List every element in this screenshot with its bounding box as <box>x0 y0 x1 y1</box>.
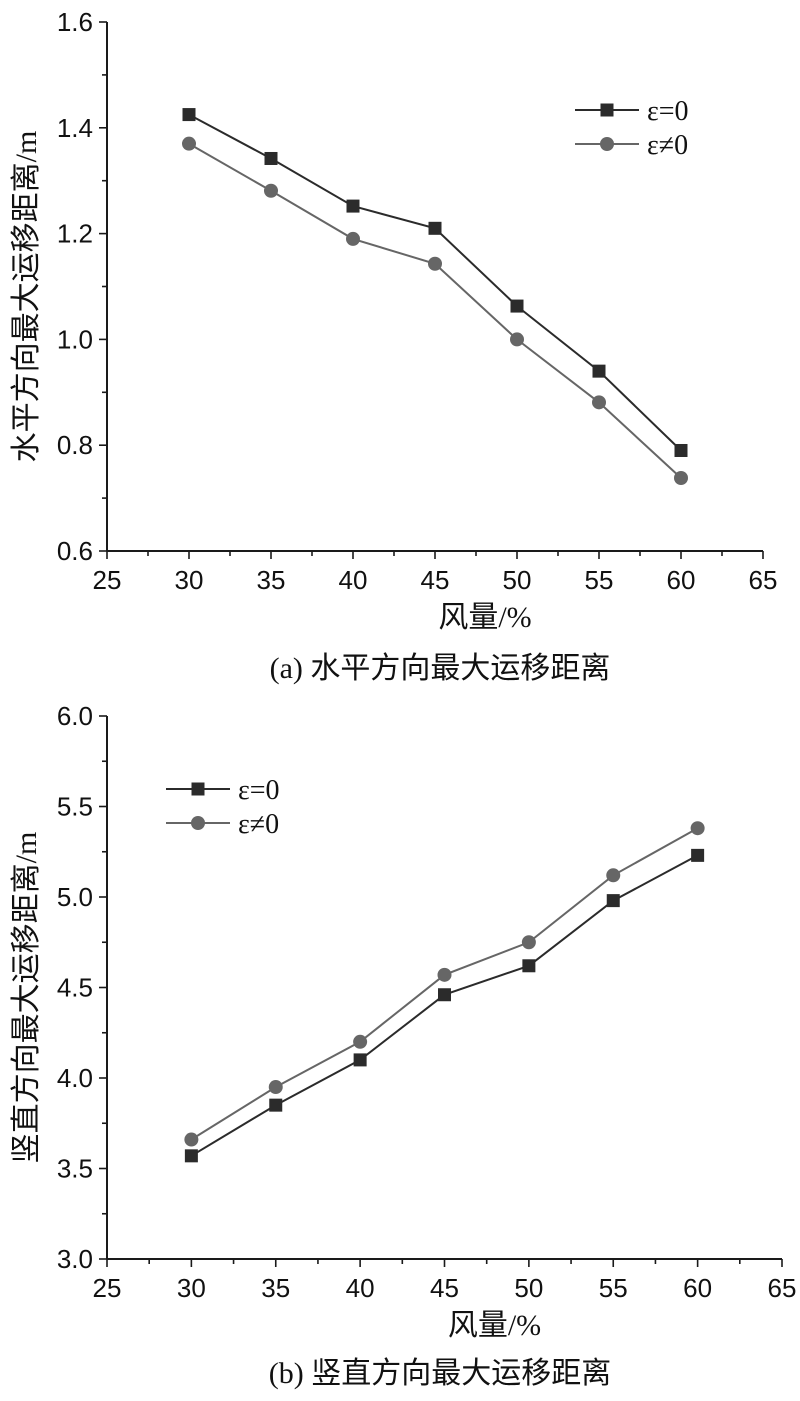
series-line-0 <box>190 854 699 1157</box>
y-tick-label: 3.0 <box>57 1244 93 1274</box>
legend-label-0: ε=0 <box>647 96 689 127</box>
legend-marker-circle <box>600 137 614 151</box>
x-tick-label: 50 <box>514 1273 543 1303</box>
series-line-1 <box>190 827 699 1141</box>
x-tick-label: 60 <box>667 565 696 595</box>
y-tick-label: 6.0 <box>57 701 93 731</box>
y-tick-label: 1.6 <box>57 7 93 37</box>
x-tick-label: 35 <box>261 1273 290 1303</box>
data-point-circle <box>184 1132 199 1147</box>
legend-label-1: ε≠0 <box>238 809 279 840</box>
data-point-circle <box>592 395 606 410</box>
data-point-square <box>606 894 620 908</box>
data-point-circle <box>606 868 621 883</box>
data-point-square <box>438 988 451 1002</box>
data-point-circle <box>268 1080 283 1095</box>
data-point-square <box>346 199 360 213</box>
chart-b-svg: 25 30 35 40 45 50 55 60 65 3.0 3.5 4.0 4.5 5.0 5.5 6.0 风… <box>10 701 797 1390</box>
chart-vertical-distance: 25 30 35 40 45 50 55 60 65 3.0 3.5 4.0 4.5 5.0 5.5 6.0 风… <box>0 700 800 1401</box>
x-axis-title: 风量/% <box>438 601 531 634</box>
x-tick-label: 40 <box>339 565 368 595</box>
data-point-circle <box>428 256 442 271</box>
data-point-square <box>691 848 705 862</box>
data-point-circle <box>346 231 360 246</box>
data-point-square <box>184 1149 198 1163</box>
x-tick-label: 55 <box>585 565 614 595</box>
x-tick-label: 60 <box>683 1273 712 1303</box>
x-tick-label: 40 <box>346 1273 375 1303</box>
y-axis-title: 竖直方向最大运移距离/m <box>10 832 43 1164</box>
x-tick-label: 25 <box>93 565 122 595</box>
chart-horizontal-distance: 25 30 35 40 45 50 55 60 65 0.6 0.8 1.0 1.2 1.4 1.6 风量/%… <box>0 0 800 700</box>
x-tick-label: 30 <box>175 565 204 595</box>
legend-label-0: ε=0 <box>238 775 280 806</box>
data-point-circle <box>674 470 688 485</box>
data-point-square <box>592 364 606 378</box>
x-tick-label: 45 <box>430 1273 459 1303</box>
data-point-square <box>428 221 442 235</box>
x-tick-label: 50 <box>503 565 532 595</box>
series-line-1 <box>188 142 682 479</box>
legend-marker-circle <box>191 816 205 830</box>
y-axis-title: 水平方向最大运移距离/m <box>10 131 43 463</box>
y-tick-label: 1.4 <box>57 113 93 143</box>
y-tick-label: 3.5 <box>57 1154 93 1184</box>
legend-marker-square <box>191 782 205 796</box>
data-point-square <box>353 1053 367 1067</box>
x-tick-label: 35 <box>257 565 286 595</box>
x-tick-label: 65 <box>749 565 778 595</box>
data-point-square <box>674 443 688 457</box>
data-point-square <box>264 151 278 165</box>
y-tick-label: 0.8 <box>57 430 93 460</box>
data-point-circle <box>182 136 196 151</box>
x-tick-label: 45 <box>421 565 450 595</box>
data-point-square <box>522 959 536 973</box>
figure-caption: (a) 水平方向最大运移距离 <box>270 652 611 685</box>
data-point-circle <box>510 332 524 347</box>
data-point-circle <box>521 935 536 950</box>
data-point-circle <box>437 967 452 982</box>
data-point-square <box>510 299 524 313</box>
y-tick-label: 1.2 <box>57 219 93 249</box>
x-axis-title: 风量/% <box>448 1309 541 1342</box>
x-tick-label: 65 <box>768 1273 797 1303</box>
y-tick-label: 4.0 <box>57 1063 93 1093</box>
legend-marker-square <box>600 103 614 117</box>
y-tick-label: 5.0 <box>57 882 93 912</box>
y-tick-label: 0.6 <box>57 536 93 566</box>
legend-label-1: ε≠0 <box>647 130 688 161</box>
x-tick-label: 30 <box>177 1273 206 1303</box>
data-point-square <box>269 1098 283 1112</box>
chart-a-svg: 25 30 35 40 45 50 55 60 65 0.6 0.8 1.0 1.2 1.4 1.6 风量/%… <box>10 7 778 685</box>
y-tick-label: 5.5 <box>57 792 93 822</box>
x-tick-label: 25 <box>93 1273 122 1303</box>
figure-caption: (b) 竖直方向最大运移距离 <box>269 1357 611 1390</box>
series-line-0 <box>188 113 682 452</box>
y-tick-label: 4.5 <box>57 973 93 1003</box>
data-point-circle <box>690 821 705 836</box>
data-point-circle <box>353 1034 368 1049</box>
data-point-circle <box>264 183 278 198</box>
data-point-square <box>182 108 196 122</box>
y-tick-label: 1.0 <box>57 324 93 354</box>
x-tick-label: 55 <box>599 1273 628 1303</box>
